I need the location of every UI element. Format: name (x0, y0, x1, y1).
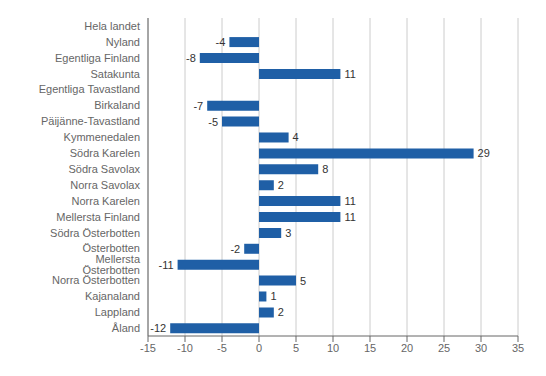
svg-text:Nyland: Nyland (106, 36, 140, 48)
svg-text:25: 25 (438, 342, 450, 354)
svg-text:4: 4 (293, 131, 299, 143)
svg-text:Österbotten: Österbotten (82, 242, 140, 255)
svg-text:Kajanaland: Kajanaland (85, 290, 140, 302)
svg-text:-10: -10 (177, 342, 193, 354)
svg-text:11: 11 (344, 68, 355, 80)
svg-text:Södra Österbotten: Södra Österbotten (50, 227, 140, 239)
svg-text:20: 20 (401, 342, 413, 354)
svg-text:29: 29 (478, 147, 490, 159)
svg-text:Norra Karelen: Norra Karelen (72, 195, 140, 207)
svg-text:Åland: Åland (112, 322, 140, 334)
svg-text:Mellersta Finland: Mellersta Finland (56, 211, 140, 223)
svg-text:Hela landet: Hela landet (84, 20, 140, 32)
svg-text:5: 5 (293, 342, 299, 354)
svg-text:-15: -15 (140, 342, 156, 354)
svg-text:-4: -4 (216, 36, 226, 48)
svg-text:-11: -11 (159, 259, 174, 271)
svg-text:Birkaland: Birkaland (94, 99, 140, 111)
svg-text:30: 30 (475, 342, 487, 354)
svg-text:Egentliga Tavastland: Egentliga Tavastland (39, 83, 140, 95)
svg-text:0: 0 (256, 342, 262, 354)
svg-text:-5: -5 (217, 342, 227, 354)
svg-text:-8: -8 (186, 52, 196, 64)
svg-text:1: 1 (270, 290, 276, 302)
svg-text:11: 11 (344, 211, 355, 223)
svg-text:Satakunta: Satakunta (90, 68, 140, 80)
svg-text:3: 3 (285, 227, 291, 239)
svg-text:Norra Österbotten: Norra Österbotten (52, 274, 140, 286)
svg-text:MellerstaÖsterbotten: MellerstaÖsterbotten (83, 253, 141, 276)
svg-text:-2: -2 (230, 243, 240, 255)
svg-text:8: 8 (322, 163, 328, 175)
svg-text:Södra Karelen: Södra Karelen (70, 147, 140, 159)
svg-text:Kymmenedalen: Kymmenedalen (64, 131, 140, 143)
svg-text:11: 11 (344, 195, 355, 207)
svg-text:10: 10 (327, 342, 339, 354)
svg-text:2: 2 (278, 179, 284, 191)
svg-text:-5: -5 (208, 116, 218, 128)
svg-text:-7: -7 (193, 100, 203, 112)
svg-text:Egentliga Finland: Egentliga Finland (55, 52, 140, 64)
svg-text:5: 5 (300, 275, 306, 287)
svg-text:15: 15 (364, 342, 376, 354)
svg-text:Päijänne-Tavastland: Päijänne-Tavastland (41, 115, 140, 127)
svg-text:Lappland: Lappland (95, 306, 140, 318)
svg-text:Norra Savolax: Norra Savolax (70, 179, 140, 191)
svg-text:2: 2 (278, 306, 284, 318)
svg-text:-12: -12 (150, 322, 166, 334)
svg-text:35: 35 (512, 342, 524, 354)
svg-text:Södra Savolax: Södra Savolax (68, 163, 140, 175)
